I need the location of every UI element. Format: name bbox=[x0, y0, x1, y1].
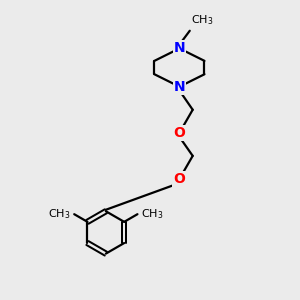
Text: CH$_3$: CH$_3$ bbox=[48, 207, 71, 221]
Text: N: N bbox=[174, 41, 185, 56]
Text: O: O bbox=[173, 172, 185, 186]
Text: O: O bbox=[173, 126, 185, 140]
Text: N: N bbox=[174, 80, 185, 94]
Text: CH$_3$: CH$_3$ bbox=[191, 14, 214, 27]
Text: CH$_3$: CH$_3$ bbox=[141, 207, 164, 221]
